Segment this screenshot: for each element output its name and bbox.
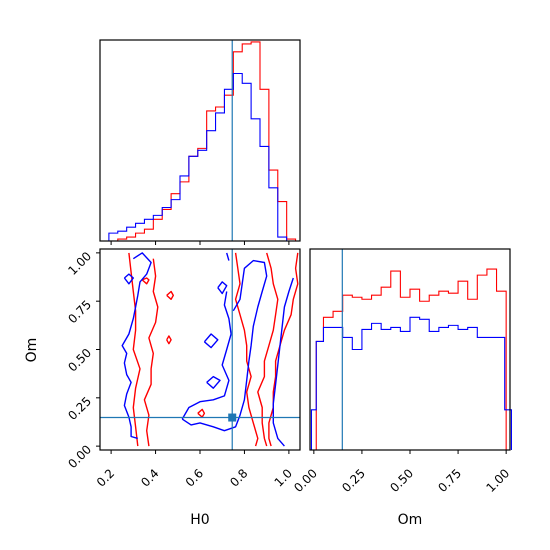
om-histogram-panel: 0.00 0.25 0.50 0.75 1.00 [291, 248, 512, 495]
h0-histogram-frame [99, 39, 301, 242]
contour-series-b-right [181, 259, 268, 432]
contour-series-b-far-right [272, 277, 294, 447]
joint-truth-marker [228, 413, 237, 422]
om-hist-x-tick-label-4: 1.00 [483, 466, 512, 495]
om-histogram-frame [309, 248, 511, 451]
joint-x-tick-label-3: 0.8 [227, 466, 250, 489]
h0-om-contour-panel: 0.2 0.4 0.6 0.8 1.00.000.250.500.751.00 [65, 248, 301, 490]
contour-series-a-island-1 [166, 290, 175, 300]
contour-series-b-island-3 [217, 281, 228, 295]
contour-series-a-inner-right [234, 252, 259, 447]
om-hist-x-tick-label-2: 0.50 [387, 466, 416, 495]
contour-series-b-center-top [226, 252, 230, 261]
contour-series-b-left [121, 252, 152, 440]
om-hist-series-a [311, 268, 507, 451]
joint-y-tick-label-1: 0.25 [65, 394, 94, 423]
joint-y-tick-label-4: 1.00 [65, 249, 94, 278]
x-axis-label-h0: H0 [190, 512, 209, 528]
x-axis-label-om: Om [398, 512, 423, 528]
h0-hist-series-a [117, 41, 297, 241]
om-hist-x-tick-label-3: 0.75 [435, 466, 464, 495]
contour-series-a-outer-right [268, 252, 299, 447]
h0-histogram-panel [99, 39, 301, 245]
contour-series-b-center-low [181, 291, 232, 420]
om-hist-series-b [310, 316, 512, 450]
joint-y-tick-label-2: 0.50 [65, 346, 94, 375]
h0-hist-series-b [108, 72, 288, 241]
contour-series-b-island-4 [123, 273, 135, 285]
contour-series-a-inner-left [143, 258, 159, 447]
joint-y-tick-label-0: 0.00 [65, 442, 94, 471]
om-hist-x-tick-label-0: 0.00 [291, 466, 320, 495]
joint-panel-frame [99, 248, 301, 451]
joint-x-tick-label-0: 0.2 [94, 466, 117, 489]
joint-x-tick-label-2: 0.6 [183, 466, 206, 489]
joint-y-tick-label-3: 0.75 [65, 297, 94, 326]
contour-series-b-island-2 [206, 375, 221, 389]
contour-series-a-island-4 [197, 408, 206, 418]
contour-series-a-island-3 [141, 277, 150, 285]
contour-series-a-middle-right [257, 252, 279, 447]
y-axis-label-om: Om [24, 338, 40, 363]
contour-series-b-island-1 [203, 333, 219, 349]
joint-x-tick-label-1: 0.4 [138, 466, 161, 489]
om-hist-x-tick-label-1: 0.25 [339, 466, 368, 495]
contour-series-a-outer-left [128, 252, 141, 447]
contour-series-a-island-2 [166, 335, 172, 345]
